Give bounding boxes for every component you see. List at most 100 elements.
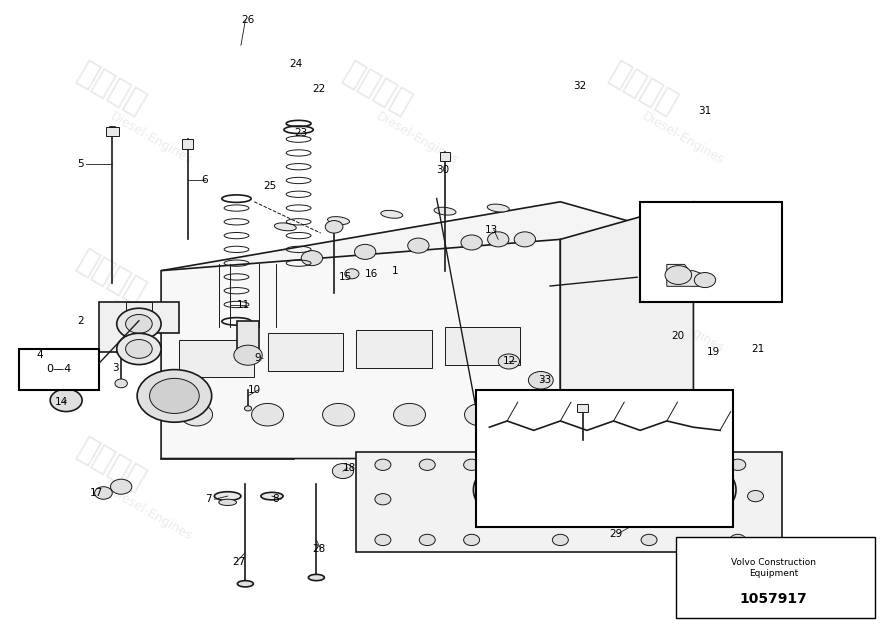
Text: Diesel-Engines: Diesel-Engines	[108, 486, 194, 543]
Circle shape	[665, 265, 692, 284]
Text: 紧发动力: 紧发动力	[338, 247, 417, 308]
Circle shape	[473, 460, 559, 520]
Circle shape	[730, 534, 746, 545]
Text: 紧发动力: 紧发动力	[72, 58, 150, 120]
Circle shape	[125, 314, 152, 333]
Bar	[676, 537, 875, 618]
Circle shape	[302, 250, 322, 265]
Circle shape	[529, 372, 554, 389]
Circle shape	[150, 379, 199, 413]
Ellipse shape	[381, 210, 403, 218]
Text: Volvo Construction
Equipment: Volvo Construction Equipment	[731, 559, 816, 578]
Circle shape	[375, 459, 391, 470]
Circle shape	[125, 340, 152, 359]
Circle shape	[117, 333, 161, 365]
Circle shape	[514, 232, 536, 247]
Text: 紧发动力: 紧发动力	[604, 434, 683, 496]
Ellipse shape	[261, 493, 283, 500]
Circle shape	[117, 308, 161, 340]
Text: 12: 12	[503, 357, 516, 367]
Circle shape	[419, 534, 435, 545]
Text: 10: 10	[248, 385, 261, 394]
Text: 紧发动力: 紧发动力	[604, 247, 683, 308]
Text: 14: 14	[54, 397, 68, 407]
Circle shape	[325, 221, 343, 233]
Circle shape	[562, 460, 647, 520]
Circle shape	[344, 269, 359, 279]
Text: 23: 23	[295, 128, 307, 138]
Polygon shape	[561, 202, 693, 459]
Text: 18: 18	[343, 463, 356, 473]
Circle shape	[50, 389, 82, 411]
Circle shape	[115, 379, 127, 387]
Circle shape	[375, 494, 391, 505]
Text: Diesel-Engines: Diesel-Engines	[374, 298, 461, 355]
Text: 16: 16	[365, 269, 378, 279]
Circle shape	[110, 479, 132, 494]
Text: 15: 15	[338, 272, 352, 282]
Circle shape	[181, 403, 213, 426]
Polygon shape	[667, 264, 702, 286]
Circle shape	[461, 235, 482, 250]
Ellipse shape	[238, 581, 254, 587]
Circle shape	[730, 459, 746, 470]
Ellipse shape	[219, 499, 237, 506]
Ellipse shape	[245, 406, 252, 411]
Polygon shape	[161, 202, 693, 308]
Circle shape	[419, 459, 435, 470]
Text: 9: 9	[255, 353, 261, 364]
Text: Diesel-Engines: Diesel-Engines	[640, 298, 727, 355]
Text: Diesel-Engines: Diesel-Engines	[374, 109, 461, 167]
Text: 1: 1	[392, 265, 399, 276]
Circle shape	[482, 466, 550, 514]
Circle shape	[748, 491, 764, 502]
Circle shape	[641, 534, 657, 545]
Text: Diesel-Engines: Diesel-Engines	[374, 486, 461, 543]
Circle shape	[393, 403, 425, 426]
Text: 31: 31	[698, 106, 711, 116]
Circle shape	[94, 487, 112, 499]
Text: 28: 28	[312, 544, 325, 554]
Text: 21: 21	[751, 344, 765, 354]
Text: 6: 6	[201, 175, 207, 185]
Polygon shape	[356, 452, 782, 552]
Bar	[356, 330, 432, 368]
Text: 19: 19	[707, 347, 720, 357]
Text: Diesel-Engines: Diesel-Engines	[108, 109, 194, 167]
Circle shape	[694, 272, 716, 287]
Text: 11: 11	[237, 300, 250, 310]
Text: 13: 13	[485, 225, 498, 235]
Text: 1057917: 1057917	[740, 593, 807, 606]
Circle shape	[641, 459, 657, 470]
Text: 32: 32	[574, 81, 587, 91]
Text: 25: 25	[263, 181, 277, 191]
Circle shape	[553, 534, 569, 545]
Text: 29: 29	[609, 529, 622, 538]
Circle shape	[375, 534, 391, 545]
Text: 紧发动力: 紧发动力	[604, 58, 683, 120]
Text: 33: 33	[538, 376, 552, 385]
Text: 5: 5	[77, 159, 84, 169]
Bar	[640, 202, 782, 302]
Circle shape	[651, 460, 736, 520]
Text: 24: 24	[290, 59, 303, 69]
Bar	[268, 333, 343, 371]
Text: Diesel-Engines: Diesel-Engines	[640, 109, 727, 167]
Text: 17: 17	[90, 488, 103, 498]
Text: Diesel-Engines: Diesel-Engines	[640, 486, 727, 543]
Polygon shape	[125, 302, 152, 352]
Text: 紧发动力: 紧发动力	[72, 434, 150, 496]
Ellipse shape	[487, 204, 509, 212]
Text: 紧发动力: 紧发动力	[338, 434, 417, 496]
Bar	[237, 321, 259, 355]
Bar	[19, 349, 99, 389]
Ellipse shape	[308, 574, 324, 581]
Bar	[445, 327, 521, 365]
Circle shape	[659, 466, 727, 514]
Circle shape	[332, 464, 353, 479]
Ellipse shape	[328, 216, 350, 225]
Text: 紧发动力: 紧发动力	[72, 247, 150, 308]
Circle shape	[234, 345, 263, 365]
Bar	[106, 126, 118, 136]
Text: 20: 20	[671, 331, 684, 342]
